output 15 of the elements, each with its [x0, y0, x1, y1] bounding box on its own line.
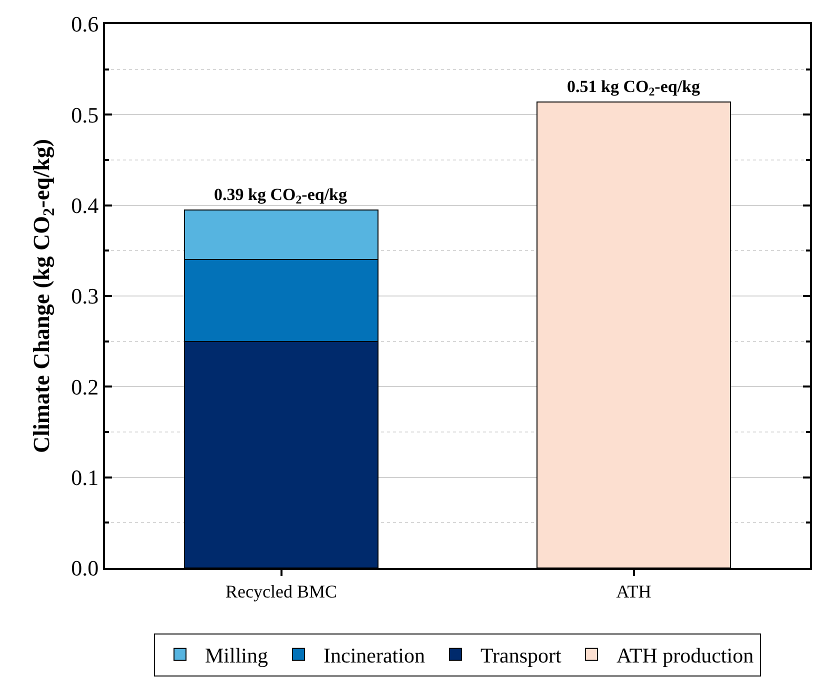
legend-label: Milling: [205, 644, 269, 668]
total-label: 0.39 kg CO$_{2}$-eq/kg: [214, 185, 348, 207]
legend-label: Transport: [480, 644, 562, 668]
y-tick-label: 0.5: [71, 102, 99, 128]
x-tick-label: ATH: [616, 582, 652, 602]
y-tick-label: 0.3: [71, 284, 99, 309]
legend-label: ATH production: [616, 644, 754, 668]
y-tick-label: 0.4: [71, 193, 99, 218]
y-tick-label: 0.0: [71, 556, 99, 581]
x-tick-label: Recycled BMC: [226, 582, 337, 602]
y-tick-label: 0.2: [71, 374, 99, 400]
legend-label: Incineration: [324, 644, 426, 668]
total-label: 0.51 kg CO$_{2}$-eq/kg: [567, 77, 701, 99]
y-tick-label: 0.1: [71, 465, 99, 490]
y-tick-label: 0.6: [71, 12, 99, 37]
